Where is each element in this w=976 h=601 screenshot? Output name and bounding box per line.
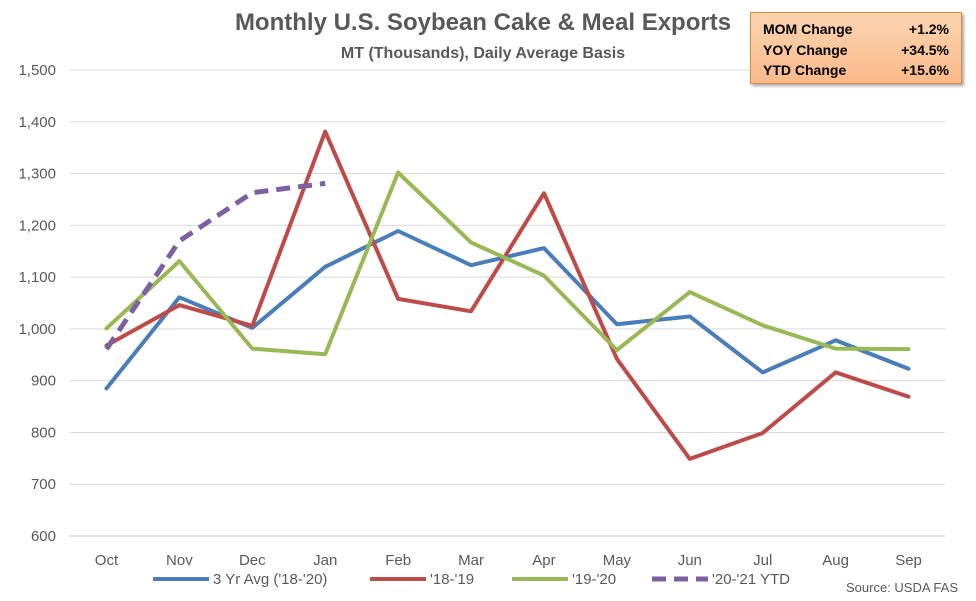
change-summary-box: MOM Change +1.2% YOY Change +34.5% YTD C…: [750, 12, 962, 84]
stat-label: YTD Change: [763, 62, 847, 78]
stat-row-yoy: YOY Change +34.5%: [763, 40, 949, 61]
x-tick-label: Jan: [313, 552, 337, 569]
stat-value: +15.6%: [901, 62, 949, 78]
series-line-3: [104, 180, 326, 351]
x-tick-label: Apr: [532, 552, 555, 569]
legend: 3 Yr Avg ('18-'20) '18-'19 '19-'20 '20-'21 …: [153, 571, 790, 588]
legend-label: 3 Yr Avg ('18-'20): [213, 571, 327, 588]
x-axis-ticks: Oct Nov Dec Jan Feb Mar Apr May Jun Jul Aug Sep: [95, 552, 922, 569]
x-tick-label: Nov: [166, 552, 193, 569]
stat-label: MOM Change: [763, 21, 853, 37]
x-tick-label: May: [603, 552, 632, 569]
x-tick-label: Oct: [95, 552, 119, 569]
x-tick-label: Jun: [678, 552, 702, 569]
y-tick-label: 1,100: [18, 269, 56, 286]
y-tick-label: 600: [31, 528, 56, 545]
legend-label: '19-'20: [572, 571, 616, 588]
y-tick-label: 1,400: [18, 114, 56, 131]
stat-row-mom: MOM Change +1.2%: [763, 19, 949, 40]
source-note: Source: USDA FAS: [846, 580, 958, 595]
stat-label: YOY Change: [763, 41, 848, 58]
y-tick-label: 1,500: [18, 62, 56, 79]
stat-row-ytd: YTD Change +15.6%: [763, 60, 949, 81]
y-tick-label: 900: [31, 373, 56, 390]
y-tick-label: 1,300: [18, 166, 56, 183]
x-tick-label: Sep: [895, 552, 922, 569]
x-tick-label: Aug: [822, 552, 849, 569]
series-line-2: [104, 170, 911, 357]
x-tick-label: Mar: [458, 552, 484, 569]
y-tick-label: 700: [31, 476, 56, 493]
legend-label: '20-'21 YTD: [712, 571, 790, 588]
stat-value: +34.5%: [901, 41, 949, 58]
y-tick-label: 800: [31, 424, 56, 441]
chart-title: Monthly U.S. Soybean Cake & Meal Exports: [235, 9, 731, 36]
y-tick-label: 1,000: [18, 321, 56, 338]
x-tick-label: Feb: [385, 552, 411, 569]
y-axis-ticks: 600 700 800 900 1,000 1,100 1,200 1,300 1,400 1,5…: [18, 62, 56, 545]
series-lines: [104, 129, 911, 461]
x-tick-label: Dec: [239, 552, 266, 569]
legend-label: '18-'19: [430, 571, 474, 588]
x-tick-label: Jul: [753, 552, 772, 569]
gridlines: [70, 69, 945, 537]
chart-subtitle: MT (Thousands), Daily Average Basis: [341, 45, 625, 62]
y-tick-label: 1,200: [18, 217, 56, 234]
stat-value: +1.2%: [908, 21, 949, 37]
series-line-1: [104, 129, 911, 461]
